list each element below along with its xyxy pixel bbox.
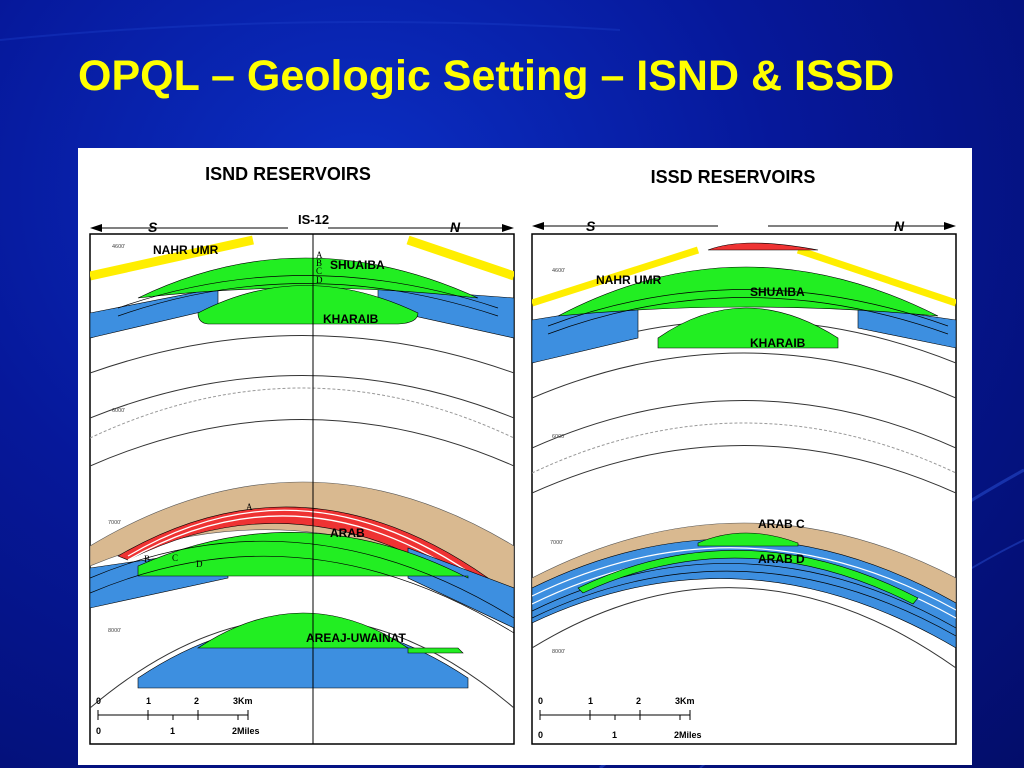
- isnd-cap-band: [90, 481, 514, 604]
- shuaiba-zone-d: D: [316, 275, 323, 285]
- isnd-scale-mi-2: 2Miles: [232, 726, 260, 736]
- shuaiba-label: SHUAIBA: [330, 258, 385, 272]
- isnd-panel: ISND RESERVOIRS S N IS-12: [89, 164, 515, 745]
- areaj-uwainat-reservoir: [197, 612, 409, 649]
- nahr-umr-south: [90, 235, 254, 281]
- isnd-south-label: S: [148, 219, 158, 235]
- isnd-panel-title: ISND RESERVOIRS: [205, 164, 371, 184]
- isnd-scale-bar: [97, 710, 249, 720]
- issd-kharaib-reservoir: [657, 307, 839, 349]
- arab-zone-d: D: [196, 559, 203, 569]
- issd-nahr-umr-label: NAHR UMR: [596, 273, 662, 287]
- issd-scale-mi-0: 0: [538, 730, 543, 740]
- isnd-north-label: N: [450, 219, 461, 235]
- arab-c-label: ARAB C: [758, 517, 805, 531]
- shuaiba-zone-a: A: [316, 250, 323, 260]
- shuaiba-zone-c: C: [316, 266, 322, 276]
- isnd-scale-km-0: 0: [96, 696, 101, 706]
- isnd-scale-km-1: 1: [146, 696, 151, 706]
- issd-panel: ISSD RESERVOIRS S N: [531, 167, 957, 745]
- isnd-depth-6000: 6000': [112, 408, 125, 414]
- issd-red-crest: [707, 242, 819, 251]
- issd-scale-km-3: 3Km: [675, 696, 695, 706]
- isnd-depth-4600: 4600': [112, 244, 125, 250]
- issd-depth-8000: 8000': [552, 649, 565, 655]
- issd-shuaiba-reservoir: [557, 266, 939, 317]
- issd-depth-6000: 6000': [552, 434, 565, 440]
- isnd-south-north-arrows: [90, 224, 514, 232]
- issd-south-label: S: [586, 218, 596, 234]
- nahr-umr-label: NAHR UMR: [153, 243, 219, 257]
- areaj-uwainat-label: AREAJ-UWAINAT: [306, 631, 406, 645]
- issd-scale-mi-1: 1: [612, 730, 617, 740]
- isnd-scale-km-2: 2: [194, 696, 199, 706]
- issd-north-label: N: [894, 218, 905, 234]
- issd-scale-km-1: 1: [588, 696, 593, 706]
- well-label: IS-12: [298, 212, 329, 227]
- cross-section-figure: ISND RESERVOIRS S N IS-12: [78, 148, 972, 765]
- nahr-umr-north: [406, 235, 514, 281]
- kharaib-reservoir: [197, 285, 419, 325]
- issd-nahr-umr-south: [532, 246, 700, 307]
- isnd-scale-mi-1: 1: [170, 726, 175, 736]
- areaj-north-sliver: [407, 647, 464, 654]
- isnd-depth-8000: 8000': [108, 628, 121, 634]
- arab-c-core: [697, 532, 799, 547]
- arab-label: ARAB: [330, 526, 365, 540]
- issd-upper-blue-north: [857, 305, 956, 349]
- issd-scale-km-2: 2: [636, 696, 641, 706]
- issd-panel-title: ISSD RESERVOIRS: [651, 167, 816, 187]
- arab-d-label: ARAB D: [758, 552, 805, 566]
- issd-depth-7000: 7000': [550, 540, 563, 546]
- arab-zone-a: A: [246, 502, 253, 512]
- issd-scale-mi-2: 2Miles: [674, 730, 702, 740]
- slide-title: OPQL – Geologic Setting – ISND & ISSD: [78, 52, 895, 100]
- issd-kharaib-label: KHARAIB: [750, 336, 806, 350]
- isnd-scale-km-3: 3Km: [233, 696, 253, 706]
- shuaiba-reservoir: [137, 257, 479, 299]
- arab-zone-c: C: [172, 553, 178, 563]
- issd-south-north-arrows: [532, 222, 956, 230]
- issd-shuaiba-label: SHUAIBA: [750, 285, 805, 299]
- issd-nahr-umr-north: [796, 246, 956, 307]
- issd-scale-km-0: 0: [538, 696, 543, 706]
- issd-scale-bar: [539, 710, 691, 720]
- shuaiba-zone-b: B: [316, 258, 322, 268]
- arab-zone-b: B: [144, 554, 150, 564]
- isnd-depth-7000: 7000': [108, 520, 121, 526]
- isnd-scale-mi-0: 0: [96, 726, 101, 736]
- arab-c-reservoir: [577, 550, 919, 605]
- kharaib-label: KHARAIB: [323, 312, 379, 326]
- issd-depth-4600: 4600': [552, 268, 565, 274]
